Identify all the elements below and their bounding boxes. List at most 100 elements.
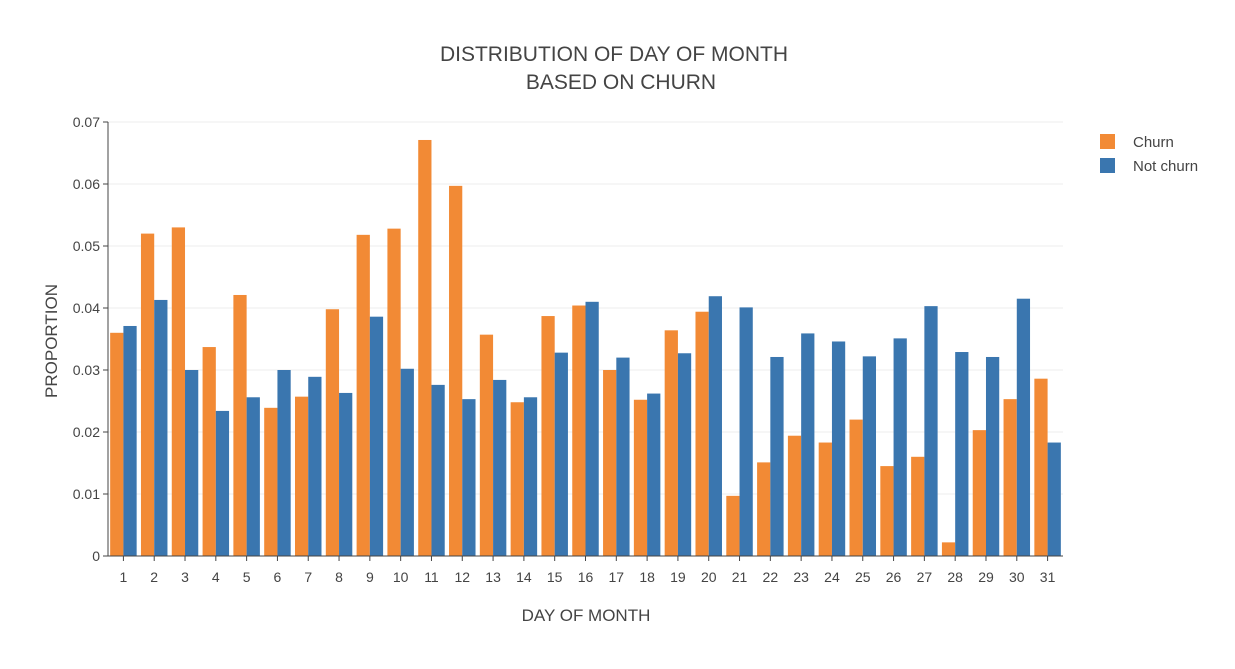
churn-bar-day-17[interactable] bbox=[603, 370, 617, 556]
churn-bar-day-15[interactable] bbox=[541, 316, 555, 556]
churn-bar-day-16[interactable] bbox=[572, 305, 586, 556]
not-churn-bar-day-22[interactable] bbox=[770, 356, 784, 556]
not-churn-bar-day-1[interactable] bbox=[123, 325, 137, 556]
y-tick-label: 0.02 bbox=[73, 424, 100, 440]
not-churn-bar-day-9[interactable] bbox=[369, 316, 384, 556]
not-churn-bar-day-3[interactable] bbox=[185, 370, 199, 556]
churn-bar-day-2[interactable] bbox=[140, 233, 155, 556]
x-tick-label: 9 bbox=[366, 569, 374, 585]
not-churn-bar-day-11[interactable] bbox=[431, 384, 445, 556]
not-churn-bar-day-5[interactable] bbox=[246, 397, 260, 556]
not-churn-bar-day-29[interactable] bbox=[985, 356, 1000, 556]
churn-bar-day-11[interactable] bbox=[418, 139, 432, 557]
legend-swatch-churn[interactable] bbox=[1100, 134, 1115, 149]
legend-label-not-churn[interactable]: Not churn bbox=[1133, 158, 1198, 175]
churn-bar-day-10[interactable] bbox=[387, 228, 401, 556]
x-tick-label: 28 bbox=[947, 569, 963, 585]
not-churn-bar-day-31[interactable] bbox=[1047, 442, 1061, 556]
y-tick-label: 0.05 bbox=[73, 238, 100, 254]
not-churn-bar-day-28[interactable] bbox=[955, 352, 969, 556]
churn-bar-day-18[interactable] bbox=[633, 399, 648, 556]
churn-bar-day-19[interactable] bbox=[664, 330, 678, 556]
not-churn-bar-day-15[interactable] bbox=[554, 352, 568, 556]
not-churn-bar-day-24[interactable] bbox=[831, 341, 846, 556]
churn-bar-day-6[interactable] bbox=[264, 407, 278, 556]
churn-bar-day-20[interactable] bbox=[695, 311, 709, 556]
x-tick-label: 4 bbox=[212, 569, 220, 585]
x-tick-label: 1 bbox=[120, 569, 128, 585]
bars bbox=[110, 139, 1061, 557]
not-churn-bar-day-23[interactable] bbox=[801, 333, 815, 556]
churn-bar-day-7[interactable] bbox=[295, 396, 309, 556]
churn-bar-day-23[interactable] bbox=[787, 435, 802, 556]
chart-title: DISTRIBUTION OF DAY OF MONTH BASED ON CH… bbox=[440, 43, 788, 94]
legend-label-churn[interactable]: Churn bbox=[1133, 134, 1174, 151]
not-churn-bar-day-26[interactable] bbox=[893, 338, 907, 556]
not-churn-bar-day-17[interactable] bbox=[616, 357, 630, 556]
not-churn-bar-day-8[interactable] bbox=[339, 392, 353, 556]
churn-bar-day-26[interactable] bbox=[880, 466, 894, 556]
not-churn-bar-day-4[interactable] bbox=[215, 410, 230, 556]
churn-bar-day-1[interactable] bbox=[110, 332, 124, 556]
not-churn-bar-day-10[interactable] bbox=[400, 368, 414, 556]
not-churn-bar-day-2[interactable] bbox=[154, 299, 168, 556]
x-tick-label: 8 bbox=[335, 569, 343, 585]
churn-bar-day-8[interactable] bbox=[325, 309, 340, 556]
churn-bar-day-24[interactable] bbox=[818, 442, 832, 556]
not-churn-bar-day-19[interactable] bbox=[677, 353, 692, 556]
churn-bar-day-9[interactable] bbox=[356, 234, 370, 556]
x-tick-label: 25 bbox=[855, 569, 871, 585]
chart-title-line-2: BASED ON CHURN bbox=[526, 71, 716, 94]
churn-bar-day-5[interactable] bbox=[233, 294, 247, 556]
not-churn-bar-day-7[interactable] bbox=[308, 376, 322, 556]
churn-bar-day-4[interactable] bbox=[202, 347, 216, 556]
x-tick-label: 30 bbox=[1009, 569, 1025, 585]
x-tick-label: 31 bbox=[1040, 569, 1056, 585]
x-tick-label: 17 bbox=[609, 569, 625, 585]
churn-bar-day-30[interactable] bbox=[1003, 399, 1017, 556]
x-tick-label: 15 bbox=[547, 569, 563, 585]
not-churn-bar-day-27[interactable] bbox=[924, 306, 938, 556]
x-tick-label: 29 bbox=[978, 569, 994, 585]
x-tick-label: 24 bbox=[824, 569, 840, 585]
x-tick-label: 19 bbox=[670, 569, 686, 585]
x-tick-label: 3 bbox=[181, 569, 189, 585]
x-tick-label: 22 bbox=[763, 569, 779, 585]
x-tick-label: 26 bbox=[886, 569, 902, 585]
not-churn-bar-day-6[interactable] bbox=[277, 370, 291, 556]
y-tick-label: 0 bbox=[92, 548, 100, 564]
not-churn-bar-day-16[interactable] bbox=[585, 301, 599, 556]
x-tick-label: 27 bbox=[917, 569, 933, 585]
churn-bar-day-25[interactable] bbox=[849, 419, 863, 556]
churn-bar-day-12[interactable] bbox=[449, 185, 463, 557]
x-tick-label: 13 bbox=[485, 569, 501, 585]
not-churn-bar-day-30[interactable] bbox=[1016, 298, 1031, 556]
churn-bar-day-28[interactable] bbox=[941, 542, 956, 556]
legend: Churn Not churn bbox=[1100, 134, 1198, 175]
churn-bar-day-21[interactable] bbox=[726, 495, 740, 556]
not-churn-bar-day-14[interactable] bbox=[523, 397, 538, 556]
x-tick-label: 16 bbox=[578, 569, 594, 585]
churn-bar-day-14[interactable] bbox=[510, 402, 524, 556]
axes bbox=[103, 121, 1063, 561]
x-tick-label: 10 bbox=[393, 569, 409, 585]
churn-bar-day-31[interactable] bbox=[1034, 378, 1048, 556]
y-tick-labels: 0 0.01 0.02 0.03 0.04 0.05 0.06 0.07 bbox=[73, 114, 100, 564]
not-churn-bar-day-21[interactable] bbox=[739, 307, 753, 556]
churn-bar-day-29[interactable] bbox=[972, 430, 986, 556]
legend-swatch-not-churn[interactable] bbox=[1100, 158, 1115, 173]
not-churn-bar-day-12[interactable] bbox=[462, 399, 476, 556]
x-tick-label: 21 bbox=[732, 569, 748, 585]
not-churn-bar-day-25[interactable] bbox=[862, 356, 877, 556]
not-churn-bar-day-20[interactable] bbox=[708, 296, 722, 556]
churn-bar-day-3[interactable] bbox=[171, 227, 186, 556]
x-tick-label: 2 bbox=[150, 569, 158, 585]
churn-bar-day-22[interactable] bbox=[757, 462, 771, 556]
churn-bar-day-13[interactable] bbox=[479, 334, 494, 556]
churn-bar-day-27[interactable] bbox=[911, 456, 925, 556]
y-tick-label: 0.04 bbox=[73, 300, 100, 316]
x-tick-label: 11 bbox=[424, 569, 439, 585]
not-churn-bar-day-13[interactable] bbox=[493, 379, 507, 556]
not-churn-bar-day-18[interactable] bbox=[647, 393, 661, 556]
